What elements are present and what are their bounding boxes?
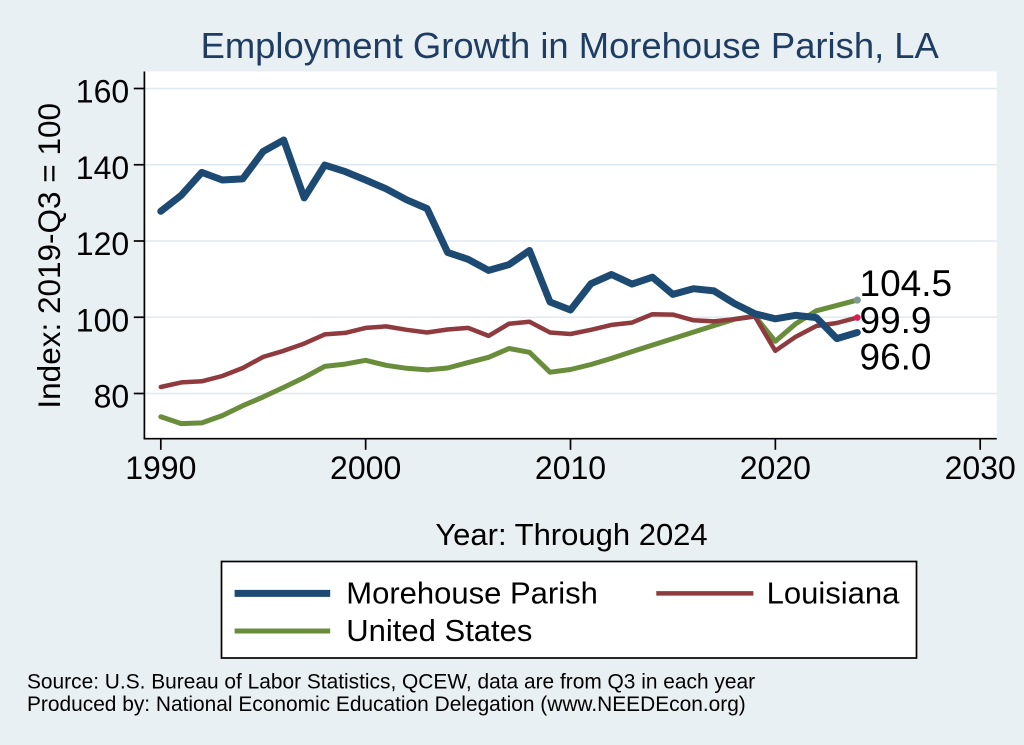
svg-text:2000: 2000 (330, 450, 401, 486)
svg-text:1990: 1990 (125, 450, 196, 486)
svg-text:United States: United States (346, 613, 532, 648)
svg-text:2010: 2010 (535, 450, 606, 486)
svg-text:100: 100 (76, 302, 129, 338)
svg-text:Source: U.S. Bureau of Labor S: Source: U.S. Bureau of Labor Statistics,… (27, 670, 755, 693)
svg-text:Morehouse Parish: Morehouse Parish (346, 576, 598, 611)
svg-text:99.9: 99.9 (860, 300, 932, 341)
svg-text:Employment Growth in Morehouse: Employment Growth in Morehouse Parish, L… (201, 25, 940, 66)
svg-text:Produced by: National Economic: Produced by: National Economic Education… (27, 693, 746, 716)
svg-text:Louisiana: Louisiana (767, 576, 900, 611)
svg-text:120: 120 (76, 226, 129, 262)
svg-text:2020: 2020 (740, 450, 811, 486)
svg-text:80: 80 (94, 379, 130, 415)
svg-text:140: 140 (76, 150, 129, 186)
svg-text:Index: 2019-Q3 = 100: Index: 2019-Q3 = 100 (31, 103, 67, 409)
svg-text:Year: Through 2024: Year: Through 2024 (435, 517, 707, 552)
svg-text:96.0: 96.0 (860, 337, 932, 378)
svg-text:104.5: 104.5 (860, 263, 953, 304)
svg-text:160: 160 (76, 74, 129, 110)
svg-text:2030: 2030 (945, 450, 1016, 486)
